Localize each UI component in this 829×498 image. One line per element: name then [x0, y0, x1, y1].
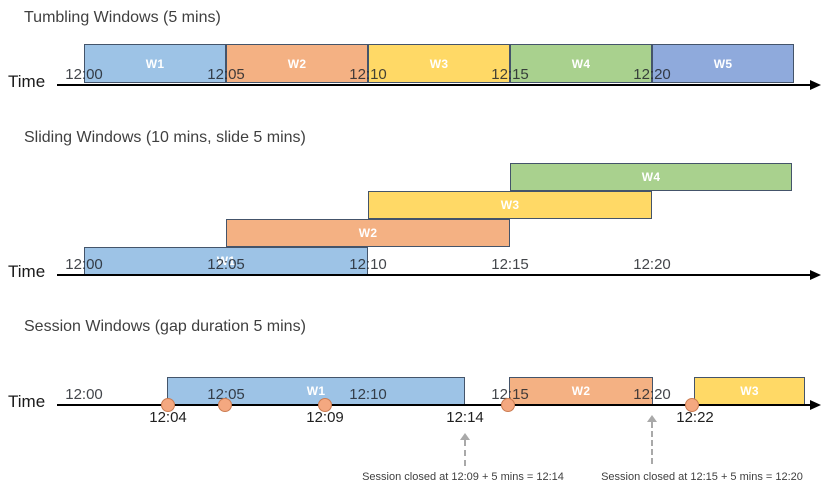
- time-tick-label: 12:00: [65, 386, 103, 403]
- window-w2: W2: [226, 219, 510, 247]
- event-time-label: 12:09: [306, 409, 344, 426]
- window-label: W5: [713, 56, 733, 71]
- time-tick-label: 12:00: [65, 256, 103, 273]
- callout-up-arrow-icon: [460, 433, 470, 440]
- time-tick-label: 12:15: [491, 66, 529, 83]
- time-tick-label: 12:05: [207, 386, 245, 403]
- time-axis-label: Time: [8, 72, 46, 91]
- event-time-label: 12:04: [149, 409, 187, 426]
- time-tick-label: 12:05: [207, 256, 245, 273]
- session-windows-title: Session Windows (gap duration 5 mins): [24, 318, 306, 335]
- time-tick-label: 12:05: [207, 66, 245, 83]
- window-w1: W1: [84, 44, 226, 83]
- timeline-arrow-icon: [810, 270, 821, 280]
- time-tick-label: 12:20: [633, 66, 671, 83]
- time-tick-label: 12:20: [633, 256, 671, 273]
- time-tick-label: 12:10: [349, 386, 387, 403]
- timeline: [57, 274, 812, 276]
- event-dot: [318, 398, 332, 412]
- window-label: W2: [287, 56, 307, 71]
- window-label: W1: [145, 56, 165, 71]
- tumbling-windows-title: Tumbling Windows (5 mins): [24, 9, 221, 26]
- window-label: W1: [306, 384, 326, 398]
- window-label: W4: [641, 170, 661, 184]
- time-tick-label: 12:10: [349, 256, 387, 273]
- timeline-arrow-icon: [810, 80, 821, 90]
- window-label: W1: [216, 254, 236, 268]
- event-dot: [218, 398, 232, 412]
- time-tick-label: 12:10: [349, 66, 387, 83]
- event-dot: [685, 398, 699, 412]
- event-time-label: 12:22: [676, 409, 714, 426]
- window-label: W2: [358, 226, 378, 240]
- event-dot: [161, 398, 175, 412]
- time-tick-label: 12:00: [65, 66, 103, 83]
- window-w4: W4: [510, 44, 652, 83]
- window-w3: W3: [368, 44, 510, 83]
- window-w4: W4: [510, 163, 792, 191]
- callout-arrow-line: [464, 440, 466, 466]
- window-label: W4: [571, 56, 591, 71]
- window-w1: W1: [84, 247, 368, 275]
- time-tick-label: 12:20: [633, 386, 671, 403]
- window-label: W3: [429, 56, 449, 71]
- sliding-windows-title: Sliding Windows (10 mins, slide 5 mins): [24, 129, 306, 146]
- time-tick-label: 12:15: [491, 256, 529, 273]
- time-axis-label: Time: [8, 262, 46, 281]
- callout-text: Session closed at 12:15 + 5 mins = 12:20: [601, 471, 803, 483]
- event-dot: [501, 398, 515, 412]
- window-w2: W2: [226, 44, 368, 83]
- window-w5: W5: [652, 44, 794, 83]
- window-w2: W2: [509, 377, 653, 405]
- window-label: W3: [500, 198, 520, 212]
- window-label: W2: [571, 384, 591, 398]
- time-axis-label: Time: [8, 392, 46, 411]
- timeline: [57, 404, 812, 406]
- timeline: [57, 84, 812, 86]
- window-w3: W3: [694, 377, 805, 405]
- event-time-label: 12:14: [446, 409, 484, 426]
- window-w3: W3: [368, 191, 652, 219]
- callout-arrow-line: [651, 422, 653, 464]
- callout-text: Session closed at 12:09 + 5 mins = 12:14: [362, 471, 564, 483]
- callout-up-arrow-icon: [647, 415, 657, 422]
- timeline-arrow-icon: [810, 400, 821, 410]
- window-label: W3: [740, 384, 759, 398]
- time-tick-label: 12:15: [491, 386, 529, 403]
